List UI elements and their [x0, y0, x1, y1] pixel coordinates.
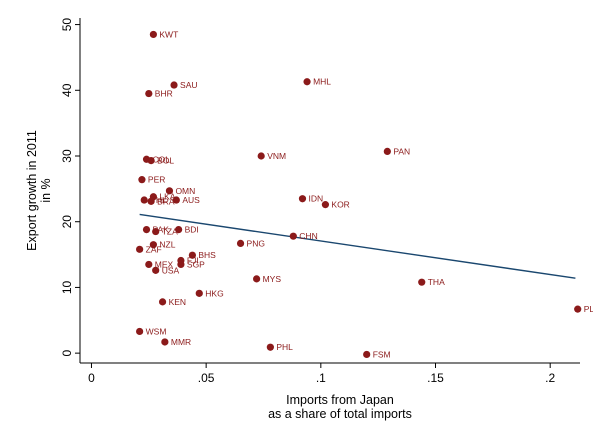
- point-marker: [170, 81, 178, 89]
- point-label: HKG: [205, 288, 223, 298]
- point-label: MYS: [263, 274, 282, 284]
- point-label: KWT: [159, 29, 178, 39]
- point-marker: [383, 147, 391, 155]
- point-marker: [149, 241, 157, 249]
- x-tick-label: .1: [316, 371, 326, 385]
- point-label: FSM: [373, 349, 391, 359]
- point-marker: [363, 350, 371, 359]
- point-label: PER: [148, 175, 165, 185]
- point-marker: [147, 197, 155, 205]
- point-marker: [175, 226, 183, 234]
- point-label: BDI: [185, 225, 199, 235]
- point-marker: [149, 30, 157, 39]
- x-tick-label: .05: [198, 371, 215, 385]
- point-label: PAK: [153, 225, 170, 235]
- point-marker: [188, 251, 196, 259]
- point-label: MEX: [155, 259, 174, 269]
- y-tick-label: 10: [60, 280, 74, 294]
- point-marker: [142, 226, 151, 234]
- point-label: KEN: [169, 297, 186, 307]
- point-label: VNM: [267, 151, 286, 161]
- point-label: FJI: [187, 255, 199, 265]
- point-marker: [177, 260, 185, 269]
- point-label: SGP: [187, 259, 205, 269]
- point-marker: [147, 157, 155, 165]
- point-marker: [152, 227, 160, 236]
- point-marker: [266, 343, 274, 351]
- point-label: PHL: [276, 342, 293, 352]
- point-label: BHR: [155, 89, 173, 99]
- point-label: NZL: [159, 240, 175, 250]
- point-marker: [418, 278, 426, 286]
- x-axis-title-line-2: as a share of total imports: [268, 407, 412, 421]
- axis-titles: Imports from Japan as a share of total i…: [25, 130, 412, 421]
- point-marker: [152, 266, 160, 274]
- point-marker: [138, 176, 146, 184]
- point-marker: [165, 187, 174, 195]
- point-marker: [145, 89, 153, 98]
- point-marker: [172, 196, 180, 204]
- point-marker: [257, 152, 265, 160]
- fitted-line: [139, 213, 576, 279]
- point-label: LKA: [159, 192, 175, 202]
- point-marker: [321, 201, 330, 209]
- point-label: CHN: [299, 231, 317, 241]
- point-label: MMR: [171, 337, 191, 347]
- point-label: BRA: [157, 196, 175, 206]
- point-label: PHL: [150, 195, 167, 205]
- point-marker: [303, 78, 311, 86]
- point-marker: [253, 275, 261, 283]
- point-label: OMN: [175, 186, 195, 196]
- point-label: THA: [428, 277, 445, 287]
- x-tick-label: 0: [88, 371, 95, 385]
- point-marker: [140, 196, 148, 204]
- fit-line-group: [139, 213, 576, 279]
- y-axis-title-line-1: Export growth in 2011: [25, 130, 39, 251]
- y-tick-label: 50: [60, 18, 74, 32]
- point-marker: [158, 298, 167, 306]
- point-label: COL: [153, 154, 171, 164]
- point-label: AUS: [182, 195, 200, 205]
- point-marker: [136, 245, 144, 253]
- point-label: ZAF: [146, 244, 162, 254]
- point-label: BHS: [198, 250, 216, 260]
- point-marker: [145, 260, 153, 269]
- point-label: IDN: [308, 194, 323, 204]
- y-tick-label: 40: [60, 83, 74, 97]
- plot-area: [80, 18, 580, 363]
- point-label: BOL: [157, 156, 174, 166]
- y-tick-label: 30: [60, 149, 74, 163]
- point-label: TZA: [162, 227, 178, 237]
- point-label: WSM: [146, 326, 167, 336]
- point-label: PAN: [393, 146, 410, 156]
- point-label: PLW: [584, 304, 593, 314]
- axes: 0 .05 .1 .15 .2 0 10 20 30 40 50: [60, 18, 580, 385]
- point-marker: [298, 195, 307, 203]
- point-label: KOR: [331, 200, 349, 210]
- point-label: MHL: [313, 77, 331, 87]
- point-marker: [161, 338, 169, 346]
- point-label: USA: [162, 265, 180, 275]
- x-axis-title-line-1: Imports from Japan: [286, 393, 394, 407]
- point-label: PNG: [247, 238, 265, 248]
- y-axis-title-line-2: in %: [39, 178, 53, 202]
- point-label: SAU: [180, 80, 197, 90]
- x-tick-label: .15: [427, 371, 444, 385]
- point-marker: [236, 239, 245, 247]
- point-marker: [136, 327, 144, 336]
- point-marker: [574, 305, 582, 313]
- y-tick-label: 0: [60, 349, 74, 356]
- point-marker: [195, 289, 203, 297]
- y-tick-label: 20: [60, 215, 74, 229]
- x-tick-label: .2: [545, 371, 555, 385]
- point-marker: [289, 232, 297, 240]
